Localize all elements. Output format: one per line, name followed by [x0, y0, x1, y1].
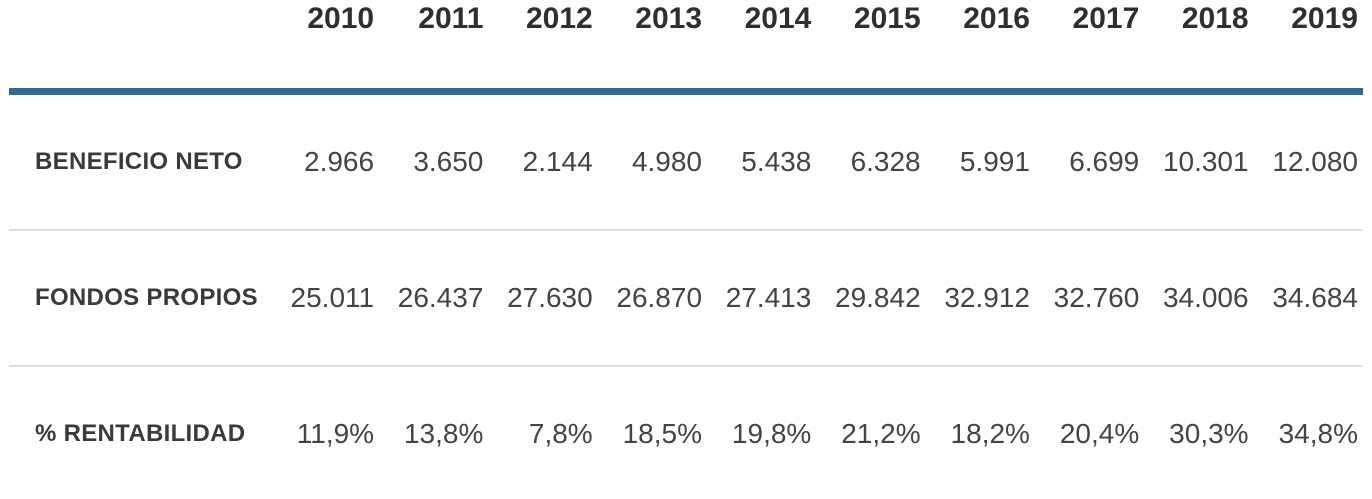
table-body: BENEFICIO NETO 2.966 3.650 2.144 4.980 5.438 6… [9, 91, 1363, 499]
year-header-cell: 2010 [269, 0, 380, 95]
value-cell: 34.684 [1253, 230, 1363, 367]
value-cell: 12.080 [1253, 91, 1363, 231]
table-row: % RENTABILIDAD 11,9% 13,8% 7,8% 18,5% 19,8% 21… [9, 366, 1363, 499]
value-cell: 20,4% [1034, 366, 1145, 499]
value-cell: 10.301 [1144, 91, 1254, 231]
value-cell: 18,2% [925, 366, 1035, 499]
value-cell: 26.437 [379, 230, 489, 367]
year-header-cell: 2014 [707, 0, 817, 95]
value-cell: 27.413 [707, 230, 817, 367]
year-header-cell: 2019 [1253, 0, 1363, 95]
table-header-row: 2010 2011 2012 2013 2014 2015 2016 2017 2018 2019 [9, 0, 1363, 95]
year-header-cell: 2013 [597, 0, 708, 95]
year-header-cell: 2011 [379, 0, 489, 95]
value-cell: 11,9% [269, 366, 380, 499]
table-row: BENEFICIO NETO 2.966 3.650 2.144 4.980 5.438 6… [9, 91, 1363, 231]
year-header-cell: 2017 [1034, 0, 1145, 95]
value-cell: 34.006 [1144, 230, 1254, 367]
financial-results-table: 2010 2011 2012 2013 2014 2015 2016 2017 2018 2019… [9, 0, 1363, 499]
year-header-cell: 2015 [816, 0, 926, 95]
value-cell: 4.980 [597, 91, 708, 231]
value-cell: 3.650 [379, 91, 489, 231]
value-cell: 30,3% [1144, 366, 1254, 499]
corner-cell [9, 0, 270, 95]
row-label: FONDOS PROPIOS [9, 230, 270, 367]
value-cell: 13,8% [379, 366, 489, 499]
year-header-cell: 2018 [1144, 0, 1254, 95]
table-row: FONDOS PROPIOS 25.011 26.437 27.630 26.870 27… [9, 230, 1363, 367]
year-header-cell: 2016 [925, 0, 1035, 95]
value-cell: 21,2% [816, 366, 926, 499]
value-cell: 6.699 [1034, 91, 1145, 231]
value-cell: 32.912 [925, 230, 1035, 367]
year-header-cell: 2012 [488, 0, 598, 95]
value-cell: 29.842 [816, 230, 926, 367]
value-cell: 32.760 [1034, 230, 1145, 367]
value-cell: 18,5% [597, 366, 708, 499]
value-cell: 2.144 [488, 91, 598, 231]
value-cell: 34,8% [1253, 366, 1363, 499]
value-cell: 2.966 [269, 91, 380, 231]
value-cell: 25.011 [269, 230, 380, 367]
value-cell: 6.328 [816, 91, 926, 231]
value-cell: 7,8% [488, 366, 598, 499]
value-cell: 19,8% [707, 366, 817, 499]
row-label: % RENTABILIDAD [9, 366, 270, 499]
value-cell: 26.870 [597, 230, 708, 367]
row-label: BENEFICIO NETO [9, 91, 270, 231]
value-cell: 27.630 [488, 230, 598, 367]
value-cell: 5.438 [707, 91, 817, 231]
value-cell: 5.991 [925, 91, 1035, 231]
